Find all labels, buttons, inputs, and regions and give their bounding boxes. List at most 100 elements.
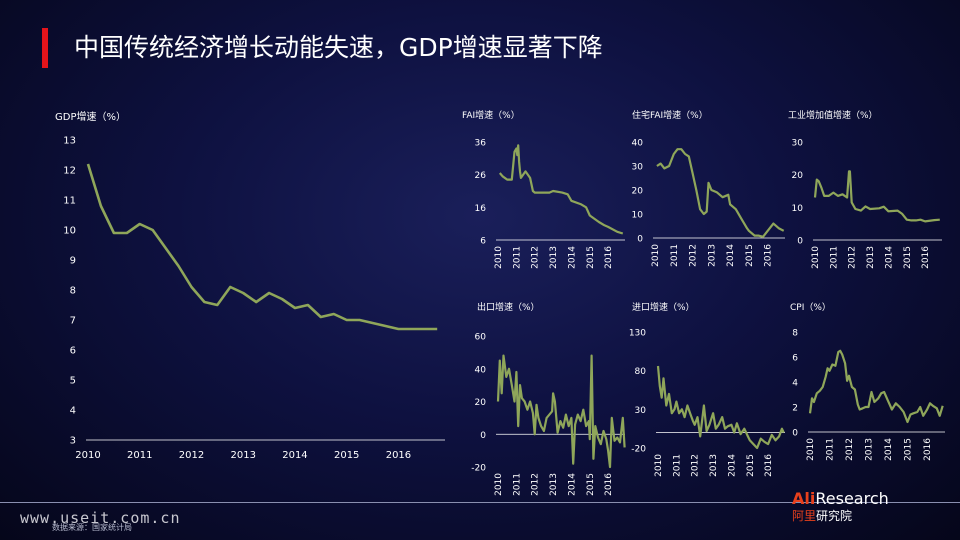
y-tick-label-industrial: 10 xyxy=(792,204,804,214)
y-tick-label-gdp: 3 xyxy=(70,436,76,447)
y-tick-label-export: 60 xyxy=(475,333,487,343)
x-tick-label-cpi: 2012 xyxy=(845,438,855,461)
x-tick-label-fai: 2010 xyxy=(494,246,504,269)
x-tick-label-fai: 2012 xyxy=(531,246,541,269)
x-tick-label-housing_fai: 2010 xyxy=(651,244,661,267)
x-tick-label-cpi: 2013 xyxy=(865,438,875,461)
x-tick-label-housing_fai: 2012 xyxy=(689,244,699,267)
y-tick-label-gdp: 11 xyxy=(63,196,76,207)
x-tick-label-fai: 2011 xyxy=(512,246,522,269)
x-tick-label-housing_fai: 2014 xyxy=(726,244,736,267)
y-tick-label-housing_fai: 0 xyxy=(637,235,643,245)
y-tick-label-industrial: 0 xyxy=(797,237,803,247)
y-tick-label-fai: 16 xyxy=(475,204,487,214)
series-line-export xyxy=(496,354,626,469)
y-tick-label-cpi: 0 xyxy=(792,429,798,439)
y-tick-label-gdp: 13 xyxy=(63,136,76,147)
x-tick-label-gdp: 2011 xyxy=(127,450,152,461)
chart-title-import: 进口增速（%） xyxy=(632,301,695,313)
x-tick-label-import: 2016 xyxy=(764,454,774,477)
y-tick-label-industrial: 30 xyxy=(792,139,804,149)
x-tick-label-cpi: 2010 xyxy=(806,438,816,461)
logo-research-text: Research xyxy=(815,489,889,508)
y-tick-label-export: 40 xyxy=(475,365,487,375)
logo-cn-b: 研究院 xyxy=(816,509,853,523)
x-tick-label-import: 2011 xyxy=(672,454,682,477)
y-tick-label-import: 30 xyxy=(635,406,647,416)
x-tick-label-export: 2015 xyxy=(586,473,596,496)
x-tick-label-industrial: 2016 xyxy=(921,246,931,269)
y-tick-label-export: 0 xyxy=(480,431,486,441)
chart-industrial: 工业增加值增速（%） 0 10 20 30 2010 2011 2012 2013 2014 201… xyxy=(788,109,942,269)
series-line-fai xyxy=(498,144,624,235)
y-tick-label-cpi: 6 xyxy=(792,354,798,364)
x-tick-label-gdp: 2014 xyxy=(282,450,307,461)
y-tick-label-gdp: 10 xyxy=(63,226,76,237)
y-tick-label-gdp: 4 xyxy=(70,406,76,417)
x-tick-label-export: 2014 xyxy=(567,473,577,496)
x-tick-label-industrial: 2012 xyxy=(848,246,858,269)
chart-title-industrial: 工业增加值增速（%） xyxy=(788,109,878,121)
chart-title-fai: FAI增速（%） xyxy=(462,109,520,121)
y-tick-label-export: -20 xyxy=(471,464,486,474)
y-tick-label-fai: 26 xyxy=(475,171,487,181)
x-tick-label-export: 2010 xyxy=(494,473,504,496)
y-tick-label-fai: 6 xyxy=(480,237,486,247)
chart-gdp: GDP增速（%） 3 4 5 6 7 8 9 10 11 12 13 2010 2011 2012 2013 2… xyxy=(55,110,445,461)
y-tick-label-gdp: 12 xyxy=(63,166,76,177)
chart-title-gdp: GDP增速（%） xyxy=(55,110,126,123)
series-line-housing_fai xyxy=(656,148,785,238)
watermark-text: www.useit.com.cn xyxy=(20,509,181,527)
y-tick-label-gdp: 8 xyxy=(70,286,76,297)
y-tick-label-import: 130 xyxy=(629,329,646,339)
x-tick-label-housing_fai: 2015 xyxy=(745,244,755,267)
x-tick-label-fai: 2013 xyxy=(549,246,559,269)
chart-housing_fai: 住宅FAI增速（%） 0 10 20 30 40 2010 2011 2012 2013 2014 2… xyxy=(632,109,785,267)
x-tick-label-industrial: 2010 xyxy=(811,246,821,269)
y-tick-label-import: -20 xyxy=(631,445,646,455)
x-tick-label-housing_fai: 2016 xyxy=(764,244,774,267)
x-tick-label-housing_fai: 2011 xyxy=(670,244,680,267)
chart-export: 出口增速（%） -20 0 20 40 60 2010 2011 2012 2013 2014 201… xyxy=(471,301,626,496)
chart-title-export: 出口增速（%） xyxy=(477,301,540,313)
series-line-cpi xyxy=(808,349,944,424)
footer-divider xyxy=(0,502,960,503)
x-tick-label-gdp: 2016 xyxy=(386,450,411,461)
aliresearch-logo: AliResearch 阿里研究院 xyxy=(792,490,902,530)
y-tick-label-gdp: 7 xyxy=(70,316,76,327)
x-tick-label-export: 2012 xyxy=(531,473,541,496)
x-tick-label-export: 2016 xyxy=(604,473,614,496)
x-tick-label-export: 2013 xyxy=(549,473,559,496)
x-tick-label-gdp: 2010 xyxy=(75,450,100,461)
y-tick-label-housing_fai: 20 xyxy=(632,187,644,197)
y-tick-label-gdp: 9 xyxy=(70,256,76,267)
y-tick-label-cpi: 4 xyxy=(792,379,798,389)
x-tick-label-fai: 2015 xyxy=(586,246,596,269)
y-tick-label-import: 80 xyxy=(635,367,647,377)
logo-ali-text: Ali xyxy=(792,489,816,508)
x-tick-label-industrial: 2015 xyxy=(903,246,913,269)
x-tick-label-fai: 2016 xyxy=(604,246,614,269)
x-tick-label-cpi: 2015 xyxy=(904,438,914,461)
x-tick-label-cpi: 2014 xyxy=(884,438,894,461)
chart-title-housing_fai: 住宅FAI增速（%） xyxy=(632,109,708,121)
x-tick-label-import: 2014 xyxy=(727,454,737,477)
x-tick-label-import: 2012 xyxy=(691,454,701,477)
source-note: 数据来源：国家统计局 xyxy=(52,523,132,532)
x-tick-label-gdp: 2013 xyxy=(230,450,255,461)
x-tick-label-import: 2013 xyxy=(709,454,719,477)
y-tick-label-gdp: 6 xyxy=(70,346,76,357)
x-tick-label-cpi: 2011 xyxy=(826,438,836,461)
x-tick-label-fai: 2014 xyxy=(567,246,577,269)
x-tick-label-export: 2011 xyxy=(512,473,522,496)
y-tick-label-housing_fai: 40 xyxy=(632,139,644,149)
logo-cn-a: 阿里 xyxy=(792,509,817,523)
x-tick-label-gdp: 2012 xyxy=(179,450,204,461)
x-tick-label-cpi: 2016 xyxy=(923,438,933,461)
y-tick-label-cpi: 8 xyxy=(792,329,798,339)
x-tick-label-import: 2010 xyxy=(654,454,664,477)
chart-import: 进口增速（%） -20 30 80 130 2010 2011 2012 2013 2014 201… xyxy=(629,301,785,477)
x-tick-label-industrial: 2011 xyxy=(829,246,839,269)
series-line-industrial xyxy=(813,170,940,223)
